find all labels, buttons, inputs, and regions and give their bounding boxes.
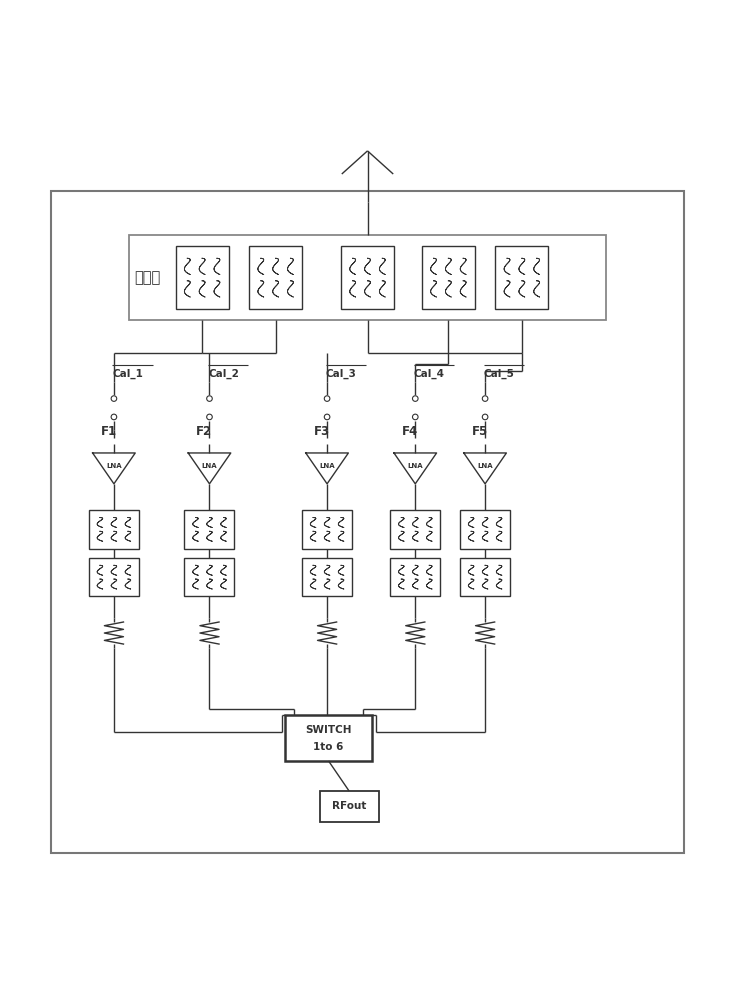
Circle shape [412,414,418,420]
Bar [302,510,352,549]
Bar [51,191,684,853]
Text: F1: F1 [101,425,117,438]
Bar [390,510,440,549]
Bar [184,510,234,549]
Text: LNA: LNA [477,463,493,469]
Circle shape [412,396,418,401]
Circle shape [482,396,488,401]
Circle shape [111,414,117,420]
Circle shape [207,414,212,420]
Circle shape [482,414,488,420]
Text: Cal_1: Cal_1 [112,368,143,379]
Text: LNA: LNA [106,463,122,469]
Bar [341,246,394,309]
Bar [460,510,510,549]
Bar [390,558,440,596]
Text: F3: F3 [314,425,330,438]
Bar [302,558,352,596]
Bar [129,235,606,320]
Bar [422,246,475,309]
Bar [460,558,510,596]
Text: LNA: LNA [201,463,218,469]
Bar [495,246,548,309]
Bar [89,510,139,549]
Circle shape [324,414,330,420]
Text: 1to 6: 1to 6 [313,742,344,752]
Text: Cal_4: Cal_4 [414,368,445,379]
Bar [249,246,302,309]
Bar [285,715,372,761]
Bar [176,246,229,309]
Bar [320,791,379,822]
Text: F5: F5 [472,425,488,438]
Text: 多工器: 多工器 [135,270,161,285]
Text: SWITCH: SWITCH [305,725,352,735]
Text: Cal_2: Cal_2 [208,368,239,379]
Bar [89,558,139,596]
Text: RFout: RFout [332,801,366,811]
Text: LNA: LNA [407,463,423,469]
Bar [184,558,234,596]
Circle shape [207,396,212,401]
Text: Cal_3: Cal_3 [326,368,356,379]
Text: F2: F2 [196,425,212,438]
Text: F4: F4 [402,425,418,438]
Circle shape [324,396,330,401]
Text: LNA: LNA [319,463,335,469]
Text: Cal_5: Cal_5 [484,368,514,379]
Circle shape [111,396,117,401]
